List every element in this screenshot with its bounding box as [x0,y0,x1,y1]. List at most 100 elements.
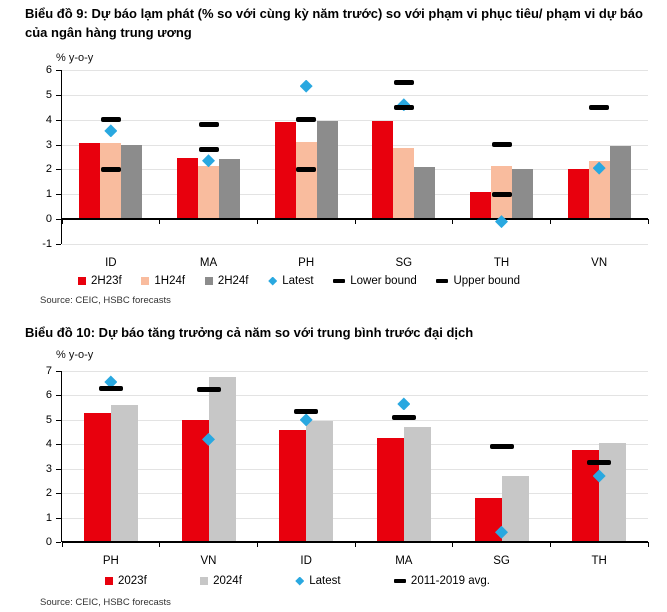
legend-item: 1H24f [141,275,185,287]
y-axis-tick [56,94,61,96]
bar-2023f [474,498,502,542]
legend-label: Upper bound [453,275,520,287]
y-axis-tick-label: 5 [45,88,52,101]
bound-marker [296,166,317,172]
y-axis-tick [56,371,61,372]
legend-label: Latest [309,575,341,587]
gridline [62,144,648,146]
bar-2023f [376,438,404,542]
bar-2H23f [372,120,394,220]
chart10-source: Source: CEIC, HSBC forecasts [40,597,171,608]
bound-marker [100,117,121,123]
y-axis-tick-label: 7 [45,365,52,377]
bar-2024f [110,405,138,542]
bar-1H24f [588,160,610,220]
gridline [62,493,648,495]
bound-marker [393,79,414,85]
x-axis-tick [647,219,649,225]
bar-2H23f [177,158,198,220]
legend-swatch-dash-icon [436,279,449,283]
x-axis-tick [549,542,551,547]
category-label: PH [298,257,315,269]
category-label: TH [493,257,510,269]
latest-marker [202,432,215,446]
chart10-legend: 2023f 2024f Latest 2011-2019 avg. [105,575,490,587]
bar-2H24f [316,120,338,220]
legend-label: 2011-2019 avg. [410,575,490,587]
legend-item: 2011-2019 avg. [393,575,490,587]
legend-swatch-dash-icon [393,579,406,583]
bar-2H24f [609,145,631,220]
y-axis-tick [56,219,61,221]
y-axis-tick-label: 3 [45,138,52,151]
bound-marker [294,408,319,414]
legend-item: 2023f [105,575,147,587]
category-label: ID [300,555,312,567]
bar-1H24f [100,143,122,220]
x-axis-tick [647,542,649,547]
bound-marker [196,386,221,392]
gridline [62,119,648,121]
y-axis-line [61,70,62,244]
bound-marker [587,460,612,466]
y-axis-tick [56,194,61,196]
legend-label: 2H23f [91,275,122,287]
y-axis-tick-label: 6 [45,389,52,402]
y-axis-tick [56,70,61,71]
y-axis-tick-label: 2 [45,487,52,500]
bar-2024f [599,443,627,542]
legend-swatch-square-icon [78,277,86,285]
latest-marker [495,215,508,229]
x-axis-tick [354,542,356,547]
category-label: PH [102,555,119,567]
x-axis-tick [159,219,161,225]
x-axis-tick [61,542,63,547]
legend-label: 2023f [118,575,147,587]
chart10-plot-area: 7 6 5 4 3 2 1 0 PH VN ID MA SG TH [46,365,649,567]
legend-swatch-square-icon [200,577,209,585]
x-axis-tick [159,542,161,547]
latest-marker [299,413,313,427]
bar-2023f [279,429,307,542]
y-axis-tick [56,119,61,121]
bound-marker [491,142,512,148]
gridline [62,395,648,397]
latest-marker [592,469,606,483]
category-label: SG [395,257,413,269]
bound-marker [198,122,219,128]
category-label: MA [199,257,218,269]
bar-2H23f [79,143,101,220]
y-axis-tick [56,419,61,421]
bar-2024f [306,421,334,542]
y-axis-tick-label: 3 [45,462,52,475]
legend-swatch-diamond-icon [295,576,305,586]
y-axis-tick [56,542,61,543]
legend-swatch-square-icon [105,577,113,585]
bound-marker [296,117,317,123]
y-axis-tick-label: 0 [45,536,52,548]
latest-marker [202,154,215,168]
y-axis-tick [56,444,61,446]
gridline [62,94,648,96]
legend-item: Latest [295,575,341,587]
bar-1H24f [393,148,415,220]
x-axis-tick [452,542,454,547]
chart9-title: Biểu đồ 9: Dự báo lạm phát (% so với cùn… [25,6,643,40]
latest-marker [397,397,411,411]
legend-swatch-dash-icon [333,279,346,283]
gridline [62,70,648,71]
x-axis-tick [61,219,63,225]
y-axis-tick-label: 4 [45,113,52,126]
bar-2H24f [512,169,533,220]
bound-marker [589,104,610,110]
bar-2H23f [274,122,296,220]
x-axis-tick [452,219,454,225]
category-label: SG [493,555,510,567]
latest-marker [299,79,313,93]
bound-marker [393,104,414,110]
bar-2H23f [567,169,589,220]
legend-label: 2H24f [217,275,249,287]
y-axis-tick [56,244,61,245]
legend-swatch-square-icon [204,277,213,285]
legend-swatch-diamond-icon [268,276,278,286]
